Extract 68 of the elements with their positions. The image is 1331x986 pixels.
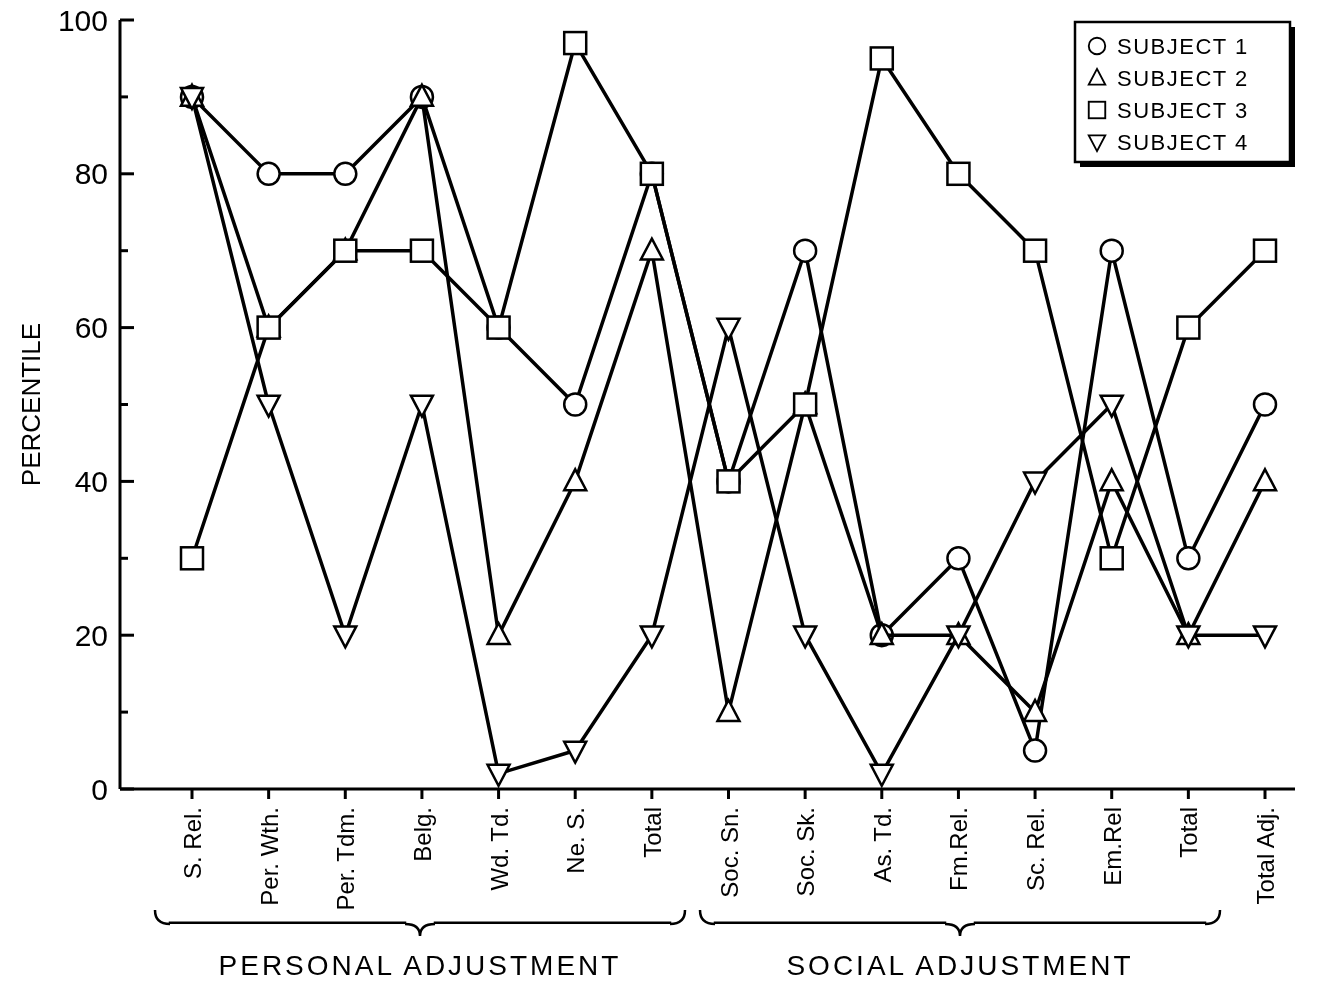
point [792, 625, 818, 649]
y-tick-label: 20 [74, 618, 108, 652]
point [1022, 698, 1048, 723]
point [869, 46, 895, 71]
legend-label: SUBJECT 2 [1117, 65, 1249, 91]
point [1252, 392, 1278, 417]
point [792, 238, 818, 263]
point [486, 621, 511, 646]
point [409, 238, 435, 263]
point [639, 237, 665, 261]
point [562, 30, 588, 56]
point [1252, 468, 1278, 492]
y-axis-title: PERCENTILE [16, 322, 46, 487]
point [1099, 394, 1124, 418]
point [716, 698, 741, 723]
x-tick-label: Per. Wth. [255, 807, 283, 906]
y-tick-label: 40 [74, 464, 108, 498]
point [486, 315, 511, 340]
point [256, 161, 281, 187]
legend-label: SUBJECT 4 [1117, 129, 1249, 155]
point [333, 625, 358, 649]
point [946, 161, 971, 187]
point [716, 469, 741, 494]
point [256, 394, 281, 418]
x-tick-label: Sc. Rel. [1022, 807, 1050, 892]
point [1099, 468, 1124, 492]
y-tick-label: 0 [91, 772, 108, 806]
point [562, 468, 588, 492]
text: SOCIAL ADJUSTMENT [786, 950, 1134, 981]
x-tick-label: Wd. Td. [485, 807, 513, 891]
point [946, 546, 971, 571]
y-tick-label: 60 [74, 311, 108, 345]
point [1022, 471, 1048, 495]
x-tick-label: Total [638, 807, 666, 858]
point [562, 392, 588, 417]
point [869, 763, 895, 787]
x-tick-label: Soc. Sn. [715, 807, 743, 898]
point [333, 161, 358, 187]
point [1252, 625, 1278, 649]
point [1022, 738, 1048, 763]
y-tick-label: 100 [57, 3, 108, 37]
legend-label: SUBJECT 3 [1117, 97, 1249, 123]
x-tick-label: Per. Tdm. [332, 807, 360, 911]
point [1176, 315, 1201, 340]
x-tick-label: Belg. [408, 807, 436, 862]
x-tick-label: Total Adj. [1252, 807, 1279, 905]
point [1022, 238, 1048, 263]
point [639, 161, 665, 187]
point [562, 740, 588, 764]
point [639, 625, 665, 649]
point [486, 763, 511, 787]
point [409, 394, 435, 418]
x-tick-label: S. Rel. [179, 807, 206, 880]
x-tick-label: Em.Rel [1098, 807, 1126, 886]
point [716, 317, 741, 341]
point [179, 546, 205, 571]
x-tick-label: As. Td. [868, 807, 896, 883]
x-tick-label: Ne. S. [562, 807, 590, 874]
text: PERSONAL ADJUSTMENT [218, 950, 622, 981]
x-tick-label: Soc. Sk. [792, 807, 820, 897]
legend-label: SUBJECT 1 [1117, 33, 1249, 59]
point [1176, 546, 1201, 571]
point [1099, 238, 1124, 263]
x-tick-label: Fm.Rel. [945, 807, 973, 891]
point [1099, 546, 1124, 571]
x-tick-label: Total [1175, 807, 1203, 858]
point [1252, 238, 1278, 263]
y-tick-label: 80 [74, 157, 108, 191]
